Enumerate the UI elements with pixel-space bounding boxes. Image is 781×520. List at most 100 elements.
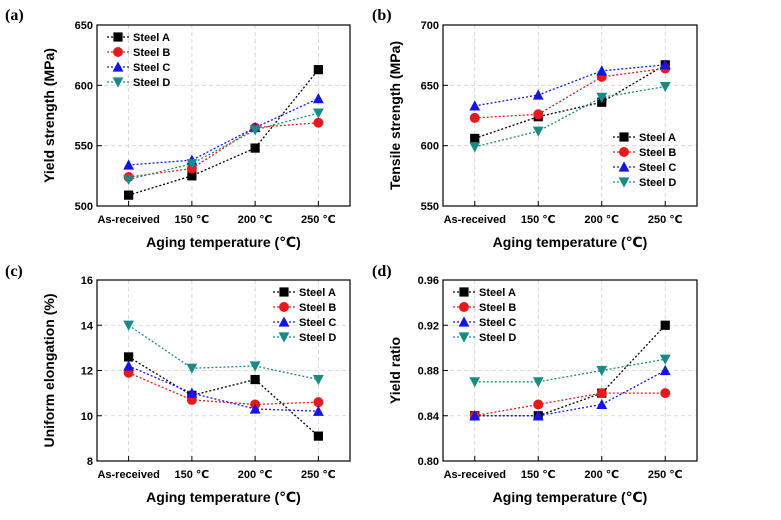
chart-panel-b: 550 600 650 700 As-received 150 ℃ 200 ℃ 250 ℃Ag… [372,7,698,250]
legend: Steel A Steel B Steel C Steel D [453,287,516,344]
series-steel-c [469,364,671,421]
x-tick-label: As-received [444,469,506,481]
data-point [660,388,671,399]
legend-label: Steel A [479,287,516,299]
legend-label: Steel B [133,47,170,59]
data-point [596,398,608,410]
legend-label: Steel A [639,132,676,144]
series-line [128,356,319,437]
x-axis-label: Aging temperature (℃) [146,234,301,250]
legend-marker [112,61,124,72]
data-point [186,159,198,170]
legend-marker [279,287,289,297]
legend-label: Steel B [299,302,336,314]
data-point [186,387,198,398]
legend-marker [278,332,290,343]
x-axis-label: Aging temperature (℃) [146,489,301,505]
data-point [596,388,607,399]
panel-label: (b) [372,7,392,24]
panel-label: (d) [372,263,392,280]
legend-marker [619,132,629,142]
legend: Steel A Steel B Steel C Steel D [613,132,676,189]
data-point [249,361,261,372]
legend-marker [458,332,470,343]
y-tick-label: 500 [75,201,93,213]
series-line [474,324,666,417]
chart-panel-c: 8 10 12 14 16 As-received 150 ℃ 200 ℃ 250 ℃Aging… [5,263,351,505]
y-tick-label: 600 [421,141,439,153]
y-tick-label: 12 [81,366,93,378]
legend-marker [618,177,630,188]
data-point [124,190,134,200]
data-point [187,171,197,181]
data-point [313,397,324,408]
data-point [313,65,323,75]
data-point [312,108,324,119]
data-point [124,352,134,362]
x-tick-label: 150 ℃ [175,214,210,226]
y-tick-label: 550 [421,201,439,213]
data-point [469,100,481,111]
data-point [659,354,671,365]
data-point [470,133,480,144]
x-tick-label: As-received [97,469,159,481]
data-point [123,320,135,331]
y-tick-label: 600 [75,80,93,92]
series-steel-b [123,117,324,183]
legend-label: Steel C [299,317,336,329]
data-point [660,320,670,330]
data-point [186,363,198,374]
data-point [532,410,544,421]
x-tick-label: 250 ℃ [301,469,336,481]
x-tick-label: 150 ℃ [175,469,210,481]
y-tick-label: 650 [421,80,439,92]
legend-label: Steel D [133,77,170,89]
legend-marker [112,77,124,88]
legend-label: Steel D [479,332,516,344]
series-steel-c [123,93,324,170]
data-point [313,431,323,441]
plot-frame [96,24,351,207]
legend-label: Steel D [299,332,336,344]
legend-marker [459,287,469,297]
y-tick-label: 0.92 [418,320,439,332]
x-tick-label: 200 ℃ [238,214,273,226]
series-line [128,69,319,196]
y-tick-label: 16 [81,275,93,287]
data-point [596,65,608,76]
series-steel-a [124,65,323,200]
legend-marker [278,316,290,327]
series-line [474,392,666,417]
data-point [313,117,324,128]
series-line [128,112,319,181]
x-tick-label: 150 ℃ [521,214,556,226]
chart-panel-a: 500 550 600 650 As-received 150 ℃ 200 ℃ 250 ℃Ag… [5,7,351,250]
series-steel-d [469,81,671,153]
data-point [312,93,324,104]
series-line [474,64,666,140]
legend-marker [113,47,123,57]
data-point [469,410,481,421]
series-line [128,372,319,406]
legend: Steel A Steel B Steel C Steel D [107,32,170,89]
series-steel-a [124,352,323,441]
x-tick-label: 250 ℃ [648,214,683,226]
legend-label: Steel B [639,147,676,159]
data-point [596,92,608,103]
x-tick-label: 150 ℃ [521,469,556,481]
y-axis-label: Uniform elongation (%) [41,294,57,448]
plot-frame [442,24,698,207]
series-line [474,369,666,417]
chart-panel-d: 0.80 0.84 0.88 0.92 0.96 As-received 150 ℃ 200 … [372,263,698,505]
legend-label: Steel C [479,317,516,329]
series-steel-d [123,108,324,186]
legend-label: Steel B [479,302,516,314]
legend-marker [459,302,469,312]
panel-label: (a) [5,7,24,24]
x-axis-label: Aging temperature (℃) [493,489,648,505]
legend-marker [619,147,629,157]
legend: Steel A Steel B Steel C Steel D [273,287,336,344]
series-steel-b [123,367,324,410]
y-tick-label: 0.80 [418,456,439,468]
x-tick-label: 200 ℃ [238,469,273,481]
